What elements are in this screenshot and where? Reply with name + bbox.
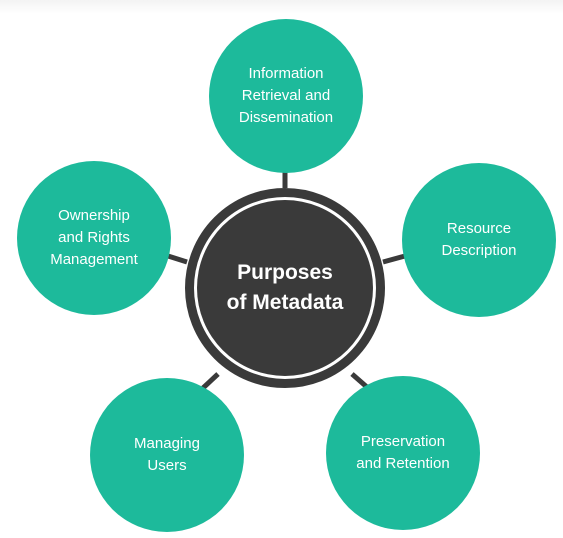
node-information-retrieval: Information Retrieval and Dissemination [209, 19, 363, 173]
node-resource-description: Resource Description [402, 163, 556, 317]
top-fade [0, 0, 563, 14]
connector-bottom-left [201, 372, 220, 390]
connector-left [167, 253, 188, 265]
node-managing-users: Managing Users [90, 378, 244, 532]
node-ownership-rights: Ownership and Rights Management [17, 161, 171, 315]
connector-right [382, 253, 406, 265]
hub-center: Purposes of Metadata [197, 200, 373, 376]
node-preservation-retention: Preservation and Retention [326, 376, 480, 530]
